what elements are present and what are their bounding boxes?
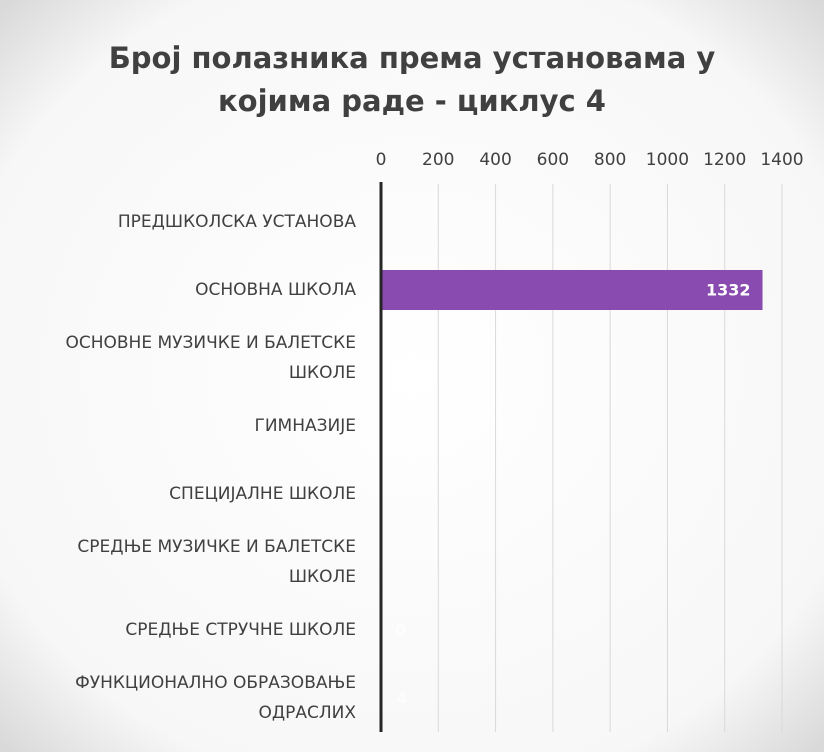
x-tick-label: 600 [537, 150, 569, 170]
y-tick-label: СПЕЦИЈАЛНЕ ШКОЛЕ [169, 484, 356, 504]
x-tick-label: 1200 [703, 150, 746, 170]
y-tick-label: ПРЕДШКОЛСКА УСТАНОВА [118, 212, 357, 232]
x-tick-label: 1000 [646, 150, 689, 170]
chart-title: Број полазника према установама у којима … [109, 41, 716, 118]
x-tick-label: 800 [594, 150, 626, 170]
y-tick-label: ОСНОВНА ШКОЛА [195, 280, 356, 300]
bar [381, 270, 763, 310]
x-tick-label: 1400 [760, 150, 803, 170]
data-label: 0 [395, 621, 406, 640]
y-tick-label: ОСНОВНЕ МУЗИЧКЕ И БАЛЕТСКЕ ШКОЛЕ [65, 333, 356, 383]
y-tick-label: ФУНКЦИОНАЛНО ОБРАЗОВАЊЕ ОДРАСЛИХ [75, 673, 356, 723]
data-label: 4 [396, 689, 407, 708]
x-tick-label: 0 [376, 150, 387, 170]
y-tick-label: ГИМНАЗИЈЕ [254, 416, 356, 436]
x-tick-label: 400 [479, 150, 511, 170]
data-label: 1332 [706, 281, 751, 300]
y-tick-label: СРЕДЊЕ СТРУЧНЕ ШКОЛЕ [125, 620, 356, 640]
x-tick-label: 200 [422, 150, 454, 170]
y-tick-label: СРЕДЊЕ МУЗИЧКЕ И БАЛЕТСКЕ ШКОЛЕ [77, 537, 356, 587]
